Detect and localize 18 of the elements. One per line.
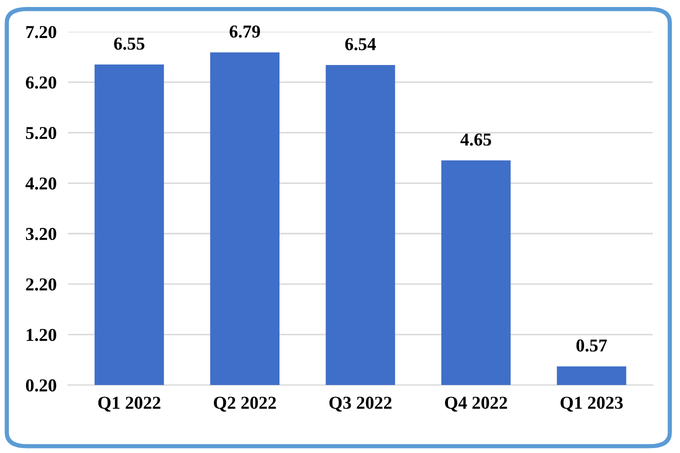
x-tick-label: Q4 2022	[445, 396, 508, 412]
data-label: 4.65	[460, 134, 492, 146]
y-tick-label: 2.20	[26, 278, 56, 291]
x-tick-label: Q1 2023	[560, 396, 623, 412]
y-tick-label: 7.20	[26, 26, 56, 38]
y-tick-label: 1.20	[26, 328, 56, 342]
x-tick-label: Q2 2022	[214, 396, 276, 412]
data-label: 6.54	[345, 38, 376, 50]
y-tick-label: 3.20	[26, 228, 56, 240]
data-label: 6.79	[230, 25, 260, 38]
x-tick-label: Q3 2022	[329, 396, 392, 412]
data-label: 6.55	[114, 38, 144, 50]
y-tick-label: 0.20	[26, 379, 56, 392]
y-tick-label: 5.20	[26, 126, 56, 140]
y-tick-label: 4.20	[26, 177, 56, 190]
data-label: 0.57	[576, 339, 607, 352]
y-tick-label: 6.20	[26, 76, 56, 89]
x-tick-label: Q1 2022	[98, 396, 160, 412]
